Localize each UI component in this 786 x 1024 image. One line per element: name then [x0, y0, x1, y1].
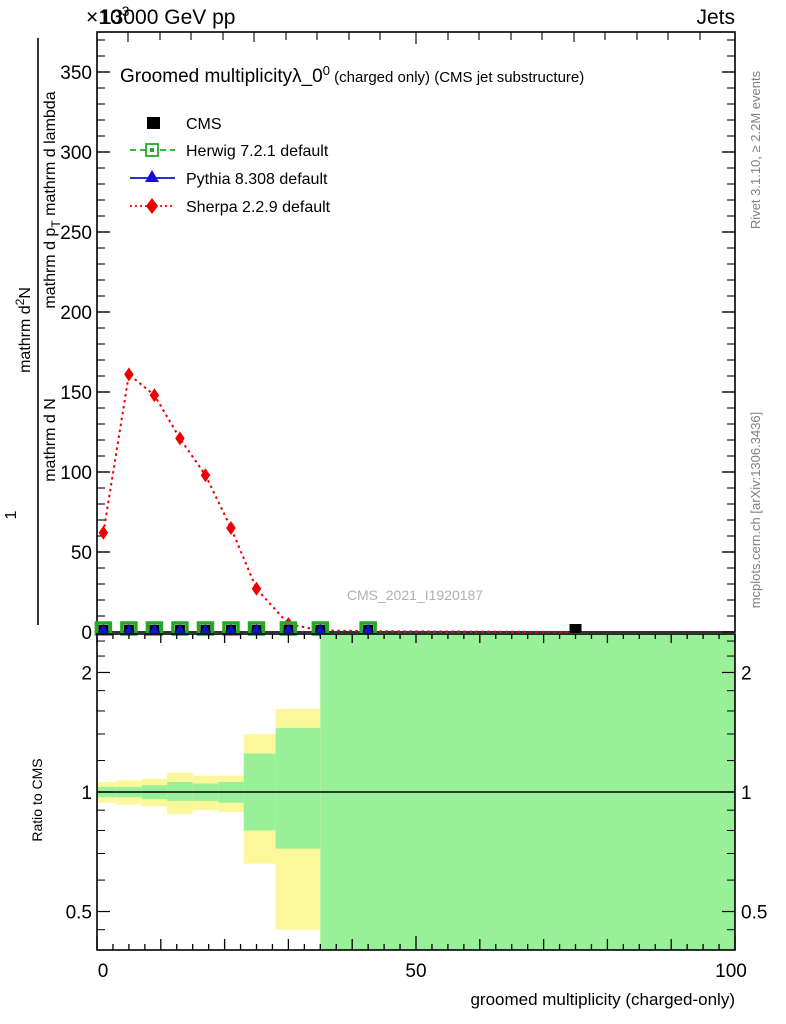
ratio-tick-1-right: 1: [741, 783, 752, 804]
ratio-tick-2-left: 2: [81, 663, 92, 684]
x-tick-100: 100: [715, 961, 747, 982]
ratio-inner-band: [275, 727, 321, 849]
sherpa-data-point: [149, 388, 160, 403]
sherpa-diamond-icon: [146, 198, 158, 214]
x-axis-ticks: [96, 634, 736, 950]
legend-entry-sherpa[interactable]: Sherpa 2.2.9 default: [130, 198, 331, 216]
pythia-data-point: [149, 624, 160, 633]
x-axis-label: groomed multiplicity (charged-only): [470, 990, 735, 1009]
pythia-data-point: [315, 624, 326, 633]
y-tick-50: 50: [71, 543, 92, 564]
ratio-tick-1-left: 1: [81, 783, 92, 804]
mcplots-reference-label: mcplots.cern.ch [arXiv:1306.3436]: [748, 412, 763, 609]
main-panel: 0 50 100 150 200 250 300 350 Groomed mul…: [60, 31, 736, 644]
beam-energy-label: 13000 GeV pp: [100, 6, 235, 29]
ratio-tick-2-right: 2: [741, 663, 752, 684]
legend-label-pythia: Pythia 8.308 default: [186, 171, 328, 188]
y-tick-350: 350: [60, 63, 92, 84]
sidebar-text-group: Rivet 3.1.10, ≥ 2.2M events mcplots.cern…: [748, 70, 763, 608]
sherpa-data-point: [226, 521, 236, 535]
ratio-tick-05-left: 0.5: [66, 903, 92, 924]
sherpa-data-point: [251, 581, 262, 596]
legend-entry-herwig[interactable]: Herwig 7.2.1 default: [130, 143, 329, 160]
y-tick-300: 300: [60, 143, 92, 164]
y-axis-label-group: mathrm d2N 1 mathrm d N mathrm d pT math…: [3, 38, 63, 625]
legend-label-herwig: Herwig 7.2.1 default: [186, 143, 329, 160]
ratio-y-tick-labels-right: 2 1 0.5: [741, 663, 767, 923]
x-axis-tick-labels: 0 50 100: [98, 961, 747, 982]
sherpa-data-point: [175, 431, 185, 446]
y-axis-denominator-left-label: mathrm d N: [42, 398, 59, 482]
ratio-y-ticks: [97, 640, 735, 931]
pythia-data-point: [251, 624, 262, 633]
sherpa-data-point: [124, 367, 134, 382]
ratio-panel: 2 1 0.5 2 1 0.5 Ratio to CMS 0 50 100 gr…: [29, 633, 767, 1009]
main-plot-frame: [96, 31, 736, 633]
main-top-ticks: [127, 32, 701, 44]
cms-square-icon: [147, 117, 160, 129]
main-y-major-ticks: [97, 71, 735, 633]
category-label: Jets: [696, 6, 735, 29]
plot-title: Groomed multiplicityλ_00 (charged only) …: [120, 63, 584, 87]
y-tick-250: 250: [60, 223, 92, 244]
legend: CMS Herwig 7.2.1 default Pythia 8.308 de…: [130, 116, 331, 216]
legend-entry-cms[interactable]: CMS: [147, 116, 222, 133]
sherpa-series-line: [102, 372, 576, 633]
main-y-minor-ticks: [97, 39, 735, 617]
main-y-tick-labels: 0 50 100 150 200 250 300 350: [60, 63, 92, 644]
legend-label-cms: CMS: [186, 116, 222, 133]
x-tick-50: 50: [405, 961, 426, 982]
pythia-data-point: [98, 624, 109, 633]
x-tick-0: 0: [98, 961, 109, 982]
ratio-axis-label: Ratio to CMS: [29, 758, 45, 841]
y-tick-0: 0: [81, 623, 92, 644]
sherpa-data-point: [200, 468, 211, 483]
pythia-data-point: [283, 624, 294, 633]
cms-data-point: [569, 624, 582, 632]
rivet-version-label: Rivet 3.1.10, ≥ 2.2M events: [748, 70, 763, 229]
pythia-triangle-icon: [145, 170, 159, 182]
legend-label-sherpa: Sherpa 2.2.9 default: [186, 199, 331, 216]
pythia-data-point: [174, 624, 185, 633]
analysis-watermark: CMS_2021_I1920187: [347, 587, 483, 603]
sherpa-data-point: [98, 525, 109, 540]
y-axis-numerator-label: mathrm d2N: [13, 287, 34, 373]
scale-exponent-label: ×103: [86, 3, 130, 29]
pythia-data-point: [123, 624, 134, 633]
y-tick-100: 100: [60, 463, 92, 484]
y-axis-denominator-right-label: mathrm d pT mathrm d lambda: [42, 91, 63, 308]
y-axis-prefix-label: 1: [3, 510, 20, 519]
ratio-tick-05-right: 0.5: [741, 903, 767, 924]
herwig-square-center-icon: [150, 148, 154, 152]
header-group: ×103 13000 GeV pp Jets: [86, 3, 735, 29]
legend-entry-pythia[interactable]: Pythia 8.308 default: [130, 170, 328, 188]
pythia-data-point: [363, 624, 374, 633]
y-tick-150: 150: [60, 383, 92, 404]
y-tick-200: 200: [60, 303, 92, 324]
pythia-data-point: [225, 624, 236, 633]
pythia-data-point: [200, 624, 211, 633]
ratio-y-tick-labels-left: 2 1 0.5: [66, 663, 92, 923]
